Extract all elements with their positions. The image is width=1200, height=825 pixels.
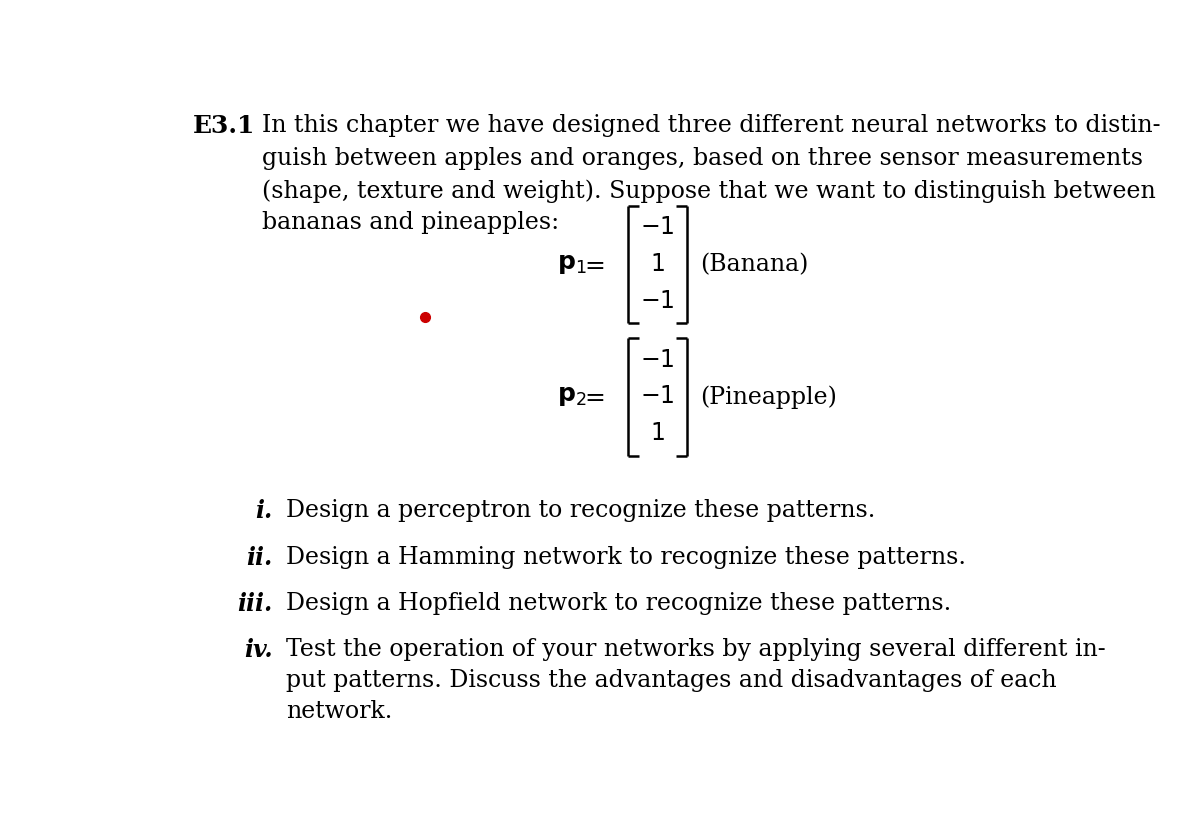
Text: $\mathbf{p}_2$: $\mathbf{p}_2$: [557, 385, 587, 408]
Text: Design a Hopfield network to recognize these patterns.: Design a Hopfield network to recognize t…: [286, 592, 950, 615]
Text: $-1$: $-1$: [641, 216, 674, 239]
Text: In this chapter we have designed three different neural networks to distin-: In this chapter we have designed three d…: [263, 115, 1160, 138]
Text: i.: i.: [256, 499, 272, 523]
Text: $\mathbf{p}_1$: $\mathbf{p}_1$: [557, 253, 587, 276]
Text: $-1$: $-1$: [641, 348, 674, 371]
Text: (shape, texture and weight). Suppose that we want to distinguish between: (shape, texture and weight). Suppose tha…: [263, 179, 1156, 203]
Text: (Pineapple): (Pineapple): [701, 385, 838, 408]
Text: Design a perceptron to recognize these patterns.: Design a perceptron to recognize these p…: [286, 499, 875, 522]
Text: $1$: $1$: [650, 422, 665, 446]
Text: network.: network.: [286, 700, 392, 723]
Text: $=$: $=$: [580, 253, 605, 276]
Text: iv.: iv.: [244, 638, 272, 662]
Text: $-1$: $-1$: [641, 385, 674, 408]
Text: Test the operation of your networks by applying several different in-: Test the operation of your networks by a…: [286, 638, 1105, 661]
Text: ii.: ii.: [246, 545, 272, 569]
Text: put patterns. Discuss the advantages and disadvantages of each: put patterns. Discuss the advantages and…: [286, 669, 1056, 692]
Text: iii.: iii.: [238, 592, 272, 615]
Text: $1$: $1$: [650, 253, 665, 276]
Text: $-1$: $-1$: [641, 290, 674, 313]
Text: Design a Hamming network to recognize these patterns.: Design a Hamming network to recognize th…: [286, 545, 966, 568]
Text: guish between apples and oranges, based on three sensor measurements: guish between apples and oranges, based …: [263, 147, 1144, 170]
Text: $=$: $=$: [580, 385, 605, 408]
Text: bananas and pineapples:: bananas and pineapples:: [263, 211, 559, 234]
Text: (Banana): (Banana): [701, 253, 809, 276]
Text: E3.1: E3.1: [193, 115, 256, 139]
